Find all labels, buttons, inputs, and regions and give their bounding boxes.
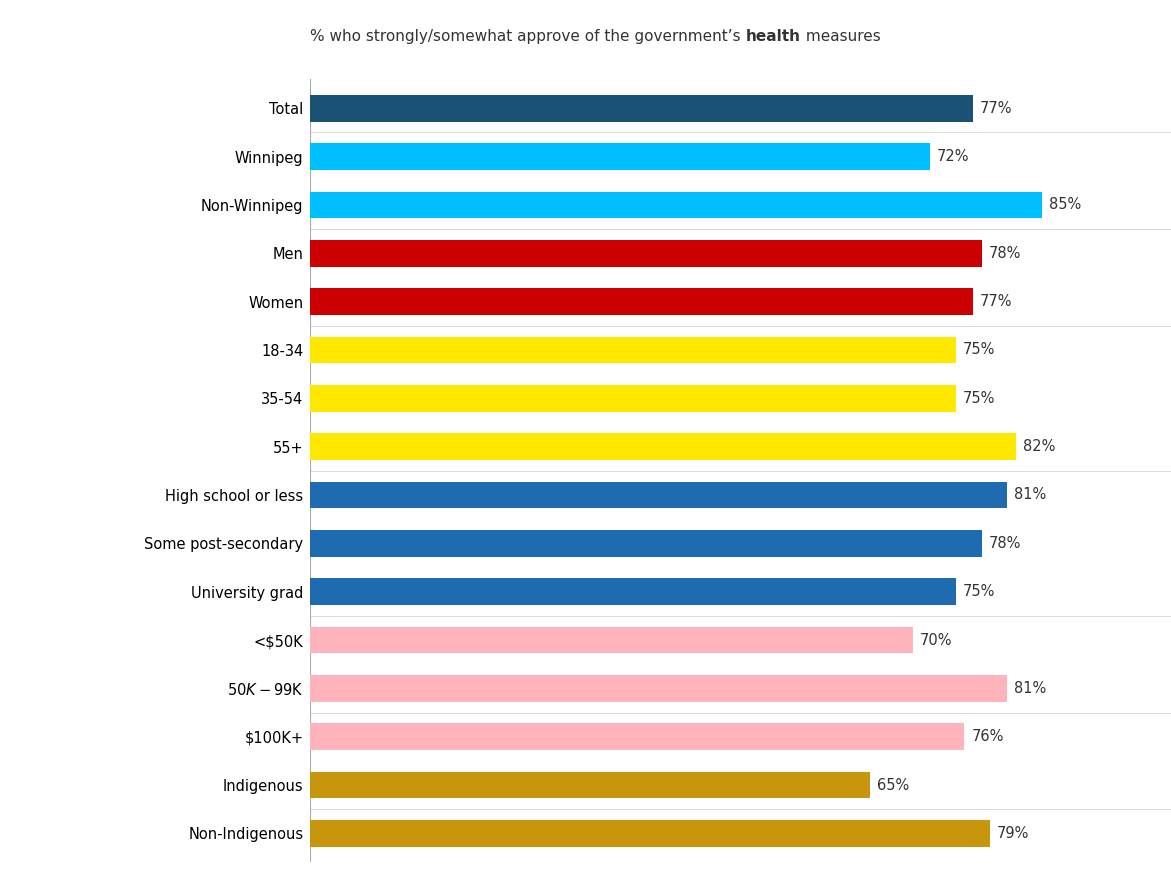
Bar — [310, 675, 1007, 701]
Text: 81%: 81% — [1014, 681, 1047, 696]
Bar — [310, 337, 956, 363]
Text: % who strongly/somewhat approve of the government’s: % who strongly/somewhat approve of the g… — [310, 29, 746, 44]
Bar — [310, 578, 956, 605]
Bar — [310, 192, 1042, 218]
Bar — [310, 772, 870, 798]
Text: 81%: 81% — [1014, 488, 1047, 502]
Text: 75%: 75% — [963, 391, 995, 406]
Bar — [310, 240, 981, 267]
Text: 77%: 77% — [980, 100, 1013, 115]
Bar — [310, 530, 981, 557]
Text: Base: All respondents (N=1,000): Base: All respondents (N=1,000) — [22, 746, 215, 759]
Text: BE: BE — [95, 796, 121, 814]
Text: 76%: 76% — [971, 730, 1004, 744]
Text: health: health — [746, 29, 801, 44]
Bar — [310, 95, 973, 121]
Text: RESEARCH INC.: RESEARCH INC. — [22, 832, 118, 845]
Bar — [310, 481, 1007, 509]
Bar — [310, 820, 991, 847]
Text: 79%: 79% — [998, 826, 1029, 841]
Text: WFP1a. “Overall, how would you rate the performance of the Pallister government : WFP1a. “Overall, how would you rate the … — [22, 506, 1032, 519]
Text: RURAL
MANITOBANS,
OLDER ADULTS
MOST LIKELY TO
APPROVE OF
GOVERNMENT’S
APPROACH T: RURAL MANITOBANS, OLDER ADULTS MOST LIKE… — [22, 118, 206, 313]
Text: 65%: 65% — [877, 778, 909, 793]
Text: VIEWS AMONG SUB-
GROUPS: VIEWS AMONG SUB- GROUPS — [22, 444, 204, 477]
Text: PR: PR — [22, 796, 49, 814]
Text: 70%: 70% — [919, 633, 952, 648]
Text: 82%: 82% — [1023, 439, 1055, 454]
Text: 77%: 77% — [980, 294, 1013, 309]
Text: O: O — [62, 828, 77, 847]
Text: 75%: 75% — [963, 584, 995, 599]
Text: 72%: 72% — [937, 149, 970, 164]
Bar — [310, 385, 956, 412]
Text: 85%: 85% — [1049, 197, 1081, 212]
Bar — [310, 627, 913, 653]
Bar — [310, 433, 1016, 460]
Bar — [310, 289, 973, 315]
Bar — [310, 143, 930, 170]
Text: 78%: 78% — [988, 246, 1021, 260]
Text: measures: measures — [801, 29, 881, 44]
Text: 78%: 78% — [988, 536, 1021, 551]
Bar — [310, 723, 965, 750]
Text: 75%: 75% — [963, 342, 995, 357]
